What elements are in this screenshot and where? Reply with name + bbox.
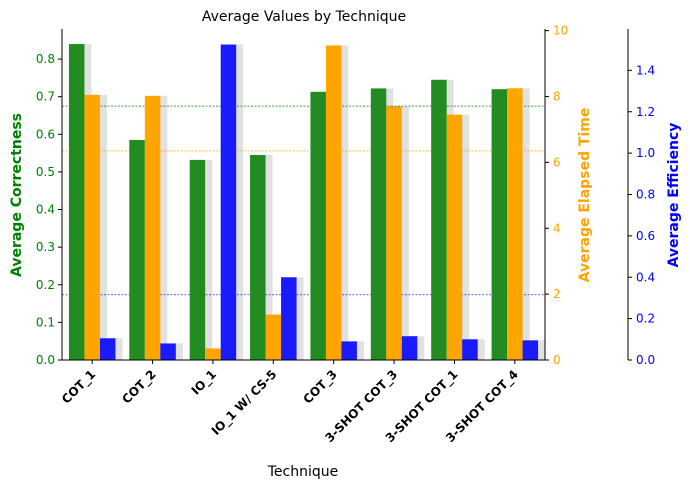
bar-right1 bbox=[386, 106, 402, 360]
y-axis-left-tick-label: 0.3 bbox=[36, 240, 55, 254]
y-axis-right1-tick-label: 4 bbox=[553, 221, 561, 235]
y-axis-right2-tick-label: 0.2 bbox=[636, 312, 655, 326]
y-axis-right2-tick-label: 1.0 bbox=[636, 146, 655, 160]
y-axis-right2-tick-label: 0.8 bbox=[636, 188, 655, 202]
y-axis-left-tick-label: 0.6 bbox=[36, 127, 55, 141]
y-axis-left-tick-label: 0.5 bbox=[36, 165, 55, 179]
bar-left bbox=[310, 91, 326, 361]
bar-right1 bbox=[144, 95, 161, 360]
bar-left bbox=[491, 89, 508, 360]
x-axis-tick-label: COT_2 bbox=[119, 367, 159, 407]
bar-right2 bbox=[281, 277, 297, 360]
y-axis-right1-label: Average Elapsed Time bbox=[577, 108, 593, 283]
x-axis-tick-label: IO_1 W/ CS-5 bbox=[209, 367, 280, 438]
bar-left bbox=[250, 155, 266, 360]
y-axis-left-tick-label: 0.0 bbox=[36, 353, 55, 367]
y-axis-right1-tick-label: 0 bbox=[553, 353, 561, 367]
bar-right2 bbox=[99, 338, 116, 360]
bar-right2 bbox=[341, 341, 357, 360]
y-axis-left-tick-label: 0.7 bbox=[36, 90, 55, 104]
bar-right2 bbox=[522, 340, 539, 360]
axes: 0.0 0.1 0.2 0.3 0.4 0.5 0.6 0.7 0.8 0 2 4 6 8 10 0.0 0.2… bbox=[36, 24, 655, 367]
y-axis-left-tick-label: 0.2 bbox=[36, 278, 55, 292]
bar-left bbox=[189, 159, 206, 360]
bar-right2 bbox=[160, 343, 176, 360]
x-axis-tick-label: COT_1 bbox=[59, 367, 99, 407]
y-axis-right2-tick-label: 1.2 bbox=[636, 105, 655, 119]
y-axis-right1-tick-label: 6 bbox=[553, 155, 561, 169]
bar-right2 bbox=[220, 44, 237, 360]
y-axis-right2-tick-label: 0.6 bbox=[636, 229, 655, 243]
y-axis-right1-tick-label: 2 bbox=[553, 287, 561, 301]
y-axis-right2-label: Average Efficiency bbox=[666, 123, 682, 268]
x-axis-tick-label: COT_3 bbox=[301, 367, 341, 407]
bar-right1 bbox=[265, 314, 282, 360]
y-axis-left-tick-label: 0.1 bbox=[36, 315, 55, 329]
bar-right1 bbox=[446, 114, 463, 361]
bar-right1 bbox=[84, 94, 100, 361]
y-axis-left-tick-label: 0.4 bbox=[36, 203, 55, 217]
bar-right1 bbox=[507, 88, 523, 361]
y-axis-left-label: Average Correctness bbox=[9, 113, 25, 277]
x-axis-tick-label: IO_1 bbox=[189, 367, 220, 398]
bars bbox=[68, 44, 539, 361]
bar-right2 bbox=[401, 336, 418, 360]
y-axis-left-tick-label: 0.8 bbox=[36, 52, 55, 66]
category-labels: COT_1 COT_2 IO_1IO_1 W/ CS-5 COT_33-SHOT CO… bbox=[59, 367, 522, 446]
bar-right1 bbox=[205, 348, 221, 360]
y-axis-right2-tick-label: 0.4 bbox=[636, 270, 655, 284]
y-axis-right1-tick-label: 8 bbox=[553, 90, 561, 104]
bar-left bbox=[129, 139, 145, 360]
bar-left bbox=[431, 79, 447, 360]
bar-left bbox=[370, 88, 387, 361]
y-axis-right2-tick-label: 1.4 bbox=[636, 63, 655, 77]
chart-title: Average Values by Technique bbox=[202, 9, 406, 25]
x-axis-label: Technique bbox=[267, 464, 339, 480]
bar-right1 bbox=[325, 45, 342, 361]
bar-left bbox=[68, 44, 85, 360]
y-axis-right2-tick-label: 0.0 bbox=[636, 353, 655, 367]
bar-right2 bbox=[462, 339, 478, 360]
y-axis-right1-tick-label: 10 bbox=[553, 24, 568, 38]
